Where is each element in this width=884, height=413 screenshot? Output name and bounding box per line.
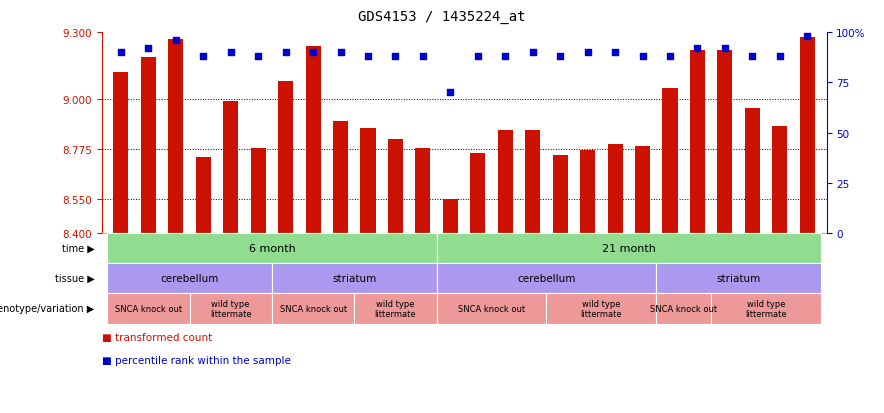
Bar	[168, 40, 183, 233]
Point	[690, 46, 705, 52]
Bar	[388, 140, 403, 233]
Text: time ▶: time ▶	[62, 243, 95, 254]
Point	[251, 54, 265, 60]
Text: ■ transformed count: ■ transformed count	[102, 332, 212, 342]
Point	[114, 50, 128, 57]
Point	[361, 54, 375, 60]
Point	[718, 46, 732, 52]
Text: cerebellum: cerebellum	[517, 273, 575, 284]
Text: GDS4153 / 1435224_at: GDS4153 / 1435224_at	[358, 10, 526, 24]
Bar	[525, 131, 540, 233]
Text: wild type
littermate: wild type littermate	[375, 299, 416, 318]
Bar	[443, 200, 458, 233]
Point	[499, 54, 513, 60]
Bar	[498, 131, 513, 233]
Bar	[773, 126, 788, 233]
Text: wild type
littermate: wild type littermate	[210, 299, 252, 318]
Bar	[223, 102, 239, 233]
Point	[581, 50, 595, 57]
Bar	[415, 149, 431, 233]
Bar	[251, 149, 266, 233]
Bar	[113, 73, 128, 233]
Point	[278, 50, 293, 57]
Text: genotype/variation ▶: genotype/variation ▶	[0, 304, 95, 314]
Point	[224, 50, 238, 57]
Bar	[607, 144, 622, 233]
Text: SNCA knock out: SNCA knock out	[279, 304, 347, 313]
Text: 21 month: 21 month	[602, 243, 656, 254]
Bar	[580, 151, 595, 233]
Text: 6 month: 6 month	[248, 243, 295, 254]
Point	[196, 54, 210, 60]
Bar	[718, 51, 733, 233]
Point	[745, 54, 759, 60]
Bar	[690, 51, 705, 233]
Point	[415, 54, 430, 60]
Point	[443, 90, 457, 96]
Bar	[800, 38, 815, 233]
Bar	[278, 82, 293, 233]
Bar	[141, 57, 156, 233]
Bar	[635, 147, 650, 233]
Text: SNCA knock out: SNCA knock out	[115, 304, 182, 313]
Bar	[745, 109, 760, 233]
Point	[169, 38, 183, 44]
Point	[800, 34, 814, 40]
Point	[388, 54, 402, 60]
Point	[773, 54, 787, 60]
Text: striatum: striatum	[717, 273, 761, 284]
Text: SNCA knock out: SNCA knock out	[651, 304, 717, 313]
Text: wild type
littermate: wild type littermate	[745, 299, 787, 318]
Point	[526, 50, 540, 57]
Bar	[195, 158, 210, 233]
Point	[306, 50, 320, 57]
Bar	[361, 129, 376, 233]
Point	[608, 50, 622, 57]
Text: striatum: striatum	[332, 273, 377, 284]
Text: SNCA knock out: SNCA knock out	[458, 304, 525, 313]
Bar	[333, 122, 348, 233]
Bar	[470, 153, 485, 233]
Bar	[552, 155, 568, 233]
Text: wild type
littermate: wild type littermate	[581, 299, 622, 318]
Text: ■ percentile rank within the sample: ■ percentile rank within the sample	[102, 355, 291, 365]
Point	[333, 50, 347, 57]
Bar	[662, 89, 677, 233]
Point	[636, 54, 650, 60]
Bar	[306, 46, 321, 233]
Point	[553, 54, 568, 60]
Point	[471, 54, 485, 60]
Point	[663, 54, 677, 60]
Text: cerebellum: cerebellum	[160, 273, 218, 284]
Point	[141, 46, 156, 52]
Text: tissue ▶: tissue ▶	[55, 273, 95, 284]
